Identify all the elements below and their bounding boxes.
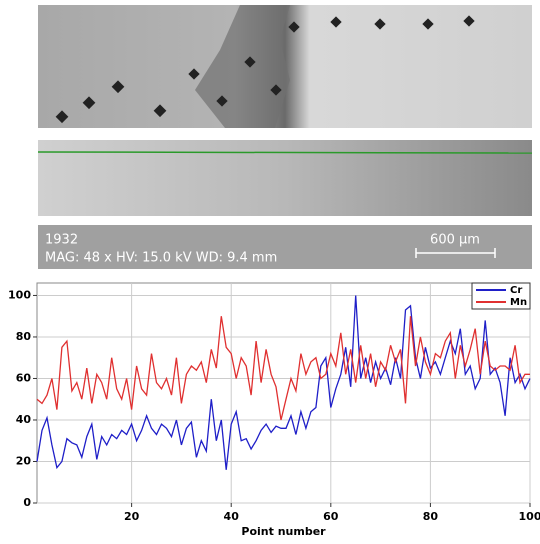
- x-tick-label: 20: [124, 510, 140, 523]
- x-tick-label: 80: [423, 510, 439, 523]
- x-tick-label: 100: [519, 510, 540, 523]
- x-tick-label: 40: [224, 510, 240, 523]
- x-tick-label: 60: [323, 510, 339, 523]
- y-tick-label: 40: [16, 413, 32, 426]
- data-line: [36, 295, 531, 470]
- data-line: [36, 316, 530, 421]
- image-params: MAG: 48 x HV: 15.0 kV WD: 9.4 mm: [45, 251, 277, 266]
- line-scan-image: [38, 140, 532, 216]
- y-tick-label: 20: [16, 454, 32, 467]
- info-bar: [38, 225, 532, 269]
- scan-line: [37, 151, 533, 154]
- y-tick-label: 100: [8, 288, 31, 301]
- legend-label: Mn: [510, 297, 527, 308]
- image-id: 1932: [45, 233, 78, 248]
- x-axis-title: Point number: [241, 525, 326, 538]
- scale-label: 600 µm: [430, 233, 480, 248]
- legend-label: Cr: [510, 285, 522, 296]
- legend-box: [471, 282, 531, 310]
- y-tick-label: 60: [16, 371, 32, 384]
- y-tick-label: 80: [16, 330, 32, 343]
- plot-area: [36, 282, 531, 504]
- y-tick-label: 0: [23, 496, 31, 509]
- scale-bar: [415, 248, 496, 258]
- phase-region: [195, 5, 290, 128]
